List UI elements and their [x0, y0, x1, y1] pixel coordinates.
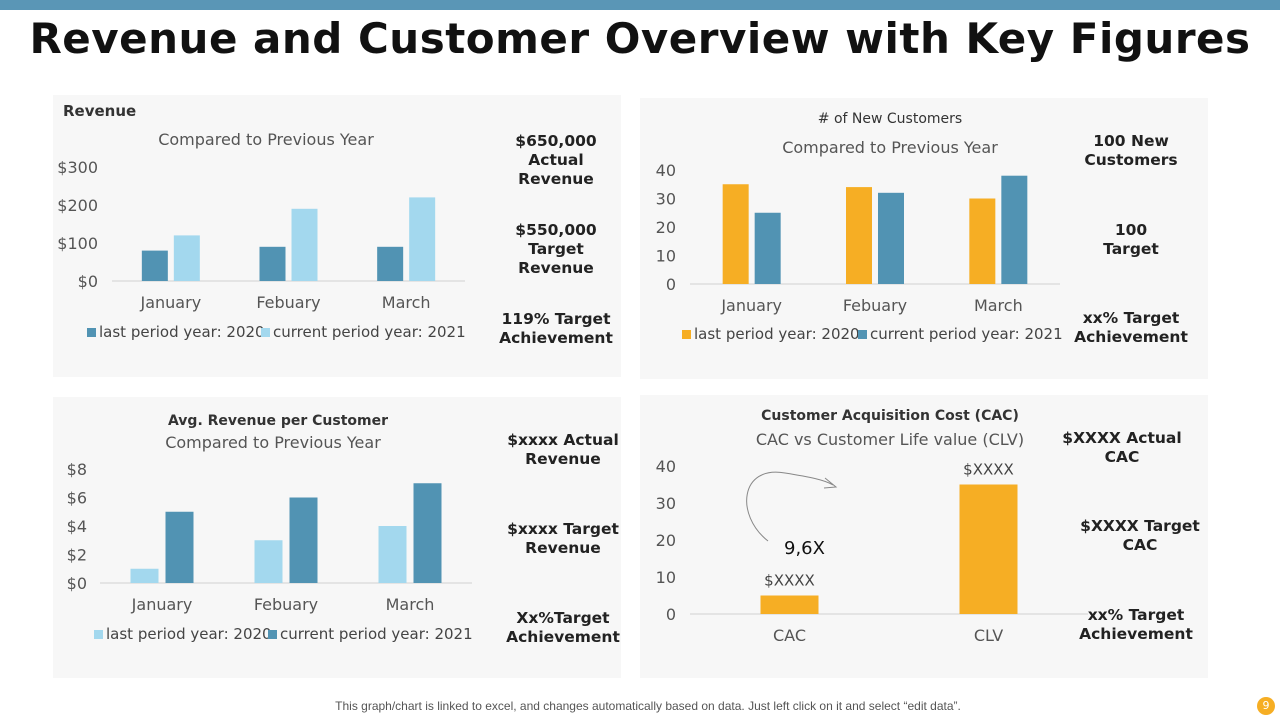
key-figure-target: 100 Target	[1103, 221, 1159, 258]
y-tick-label: $6	[67, 489, 87, 508]
legend-label: current period year: 2021	[280, 625, 473, 643]
x-tick-label: January	[131, 595, 193, 614]
legend-label: last period year: 2020	[106, 625, 272, 643]
x-tick-label: CAC	[773, 626, 806, 645]
y-tick-label: 20	[656, 218, 676, 237]
curved-arrow	[746, 471, 834, 542]
key-figure-actual-cac: $XXXX Actual CAC	[1062, 429, 1182, 466]
key-figure-target-achievement: xx% Target Achievement	[1074, 309, 1188, 346]
y-tick-label: $8	[67, 460, 87, 479]
bar-january-series-1	[130, 568, 159, 583]
y-tick-label: $100	[57, 234, 98, 253]
new-customers-panel: # of New Customers Compared to Previous Y…	[640, 98, 1208, 379]
key-figure-target-cac: $XXXX Target CAC	[1080, 517, 1200, 554]
key-figure-target-achievement: Xx%Target Achievement	[506, 609, 620, 646]
avg-revenue-panel: Avg. Revenue per Customer Compared to Pre…	[53, 397, 621, 678]
bar-january-series-2	[173, 235, 200, 281]
bar-january-series-2	[165, 511, 194, 583]
cac-panel: Customer Acquisition Cost (CAC) CAC vs Cu…	[640, 395, 1208, 678]
x-tick-label: March	[974, 296, 1023, 315]
y-tick-label: $2	[67, 546, 87, 565]
bar-febuary-series-2	[878, 192, 904, 284]
y-tick-label: 0	[666, 605, 676, 624]
chart-heading: Revenue	[63, 102, 136, 120]
bar-cac-series-1	[760, 595, 819, 614]
x-tick-label: March	[386, 595, 435, 614]
legend-label: current period year: 2021	[273, 323, 466, 341]
key-figure-actual-revenue: $xxxx Actual Revenue	[507, 431, 619, 468]
legend-swatch	[87, 328, 96, 337]
y-tick-label: $300	[57, 158, 98, 177]
data-label: $XXXX	[764, 572, 815, 590]
key-figure-actual-revenue: $650,000 Actual Revenue	[515, 132, 597, 188]
chart-title: Compared to Previous Year	[165, 433, 381, 452]
key-figure-target-achievement: 119% Target Achievement	[499, 310, 613, 347]
bar-january-series-1	[141, 250, 168, 281]
y-tick-label: $4	[67, 517, 87, 536]
chart-heading: Customer Acquisition Cost (CAC)	[761, 408, 1019, 424]
top-accent-bar	[0, 0, 1280, 10]
legend-swatch	[261, 328, 270, 337]
x-tick-label: January	[720, 296, 782, 315]
y-tick-label: 10	[656, 568, 676, 587]
x-tick-label: January	[140, 293, 202, 312]
bar-march-series-1	[378, 526, 407, 583]
bar-january-series-2	[754, 212, 781, 284]
x-tick-label: CLV	[974, 626, 1003, 645]
chart-title: CAC vs Customer Life value (CLV)	[756, 430, 1024, 449]
x-tick-label: Febuary	[254, 595, 318, 614]
y-tick-label: 0	[666, 275, 676, 294]
chart-title: Compared to Previous Year	[158, 130, 374, 149]
data-label: $XXXX	[963, 461, 1014, 479]
bar-march-series-2	[1001, 175, 1028, 284]
y-tick-label: 20	[656, 531, 676, 550]
y-tick-label: 40	[656, 161, 676, 180]
chart-title: Compared to Previous Year	[782, 138, 998, 157]
bar-january-series-1	[722, 184, 749, 284]
bar-chart: Revenue Compared to Previous Year $0 $100 $2…	[57, 102, 466, 341]
bar-march-series-1	[969, 198, 996, 284]
bar-march-series-2	[409, 197, 436, 281]
y-tick-label: $0	[78, 272, 98, 291]
legend-swatch	[94, 630, 103, 639]
bar-chart: # of New Customers Compared to Previous Y…	[656, 111, 1063, 343]
key-figure-target-revenue: $550,000 Target Revenue	[515, 221, 597, 277]
bar-chart: Customer Acquisition Cost (CAC) CAC vs Cu…	[656, 408, 1088, 645]
y-tick-label: $0	[67, 574, 87, 593]
bar-febuary-series-1	[259, 246, 286, 281]
legend-swatch	[268, 630, 277, 639]
bar-chart: Avg. Revenue per Customer Compared to Pre…	[67, 413, 473, 643]
key-figure-new-customers: 100 New Customers	[1084, 132, 1178, 169]
page-number: 9	[1257, 697, 1275, 715]
bar-febuary-series-2	[289, 497, 318, 583]
key-figure-target-revenue: $xxxx Target Revenue	[507, 520, 619, 557]
x-tick-label: March	[382, 293, 431, 312]
chart-heading: # of New Customers	[818, 111, 962, 127]
x-tick-label: Febuary	[843, 296, 907, 315]
legend-label: current period year: 2021	[870, 325, 1063, 343]
ratio-annotation: 9,6X	[784, 538, 825, 559]
bar-febuary-series-1	[254, 540, 283, 583]
chart-heading: Avg. Revenue per Customer	[168, 413, 388, 429]
x-tick-label: Febuary	[256, 293, 320, 312]
bar-march-series-2	[413, 483, 442, 583]
y-tick-label: 30	[656, 190, 676, 209]
legend-label: last period year: 2020	[694, 325, 860, 343]
bar-febuary-series-2	[291, 208, 318, 281]
y-tick-label: 30	[656, 494, 676, 513]
revenue-panel: Revenue Compared to Previous Year $0 $100 $2…	[53, 95, 621, 377]
bar-febuary-series-1	[846, 187, 872, 284]
y-tick-label: $200	[57, 196, 98, 215]
arrow-head-icon	[823, 477, 838, 489]
legend-label: last period year: 2020	[99, 323, 265, 341]
footer-note: This graph/chart is linked to excel, and…	[335, 699, 961, 713]
legend-swatch	[682, 330, 691, 339]
y-tick-label: 40	[656, 457, 676, 476]
bar-march-series-1	[377, 246, 404, 281]
y-tick-label: 10	[656, 247, 676, 266]
legend-swatch	[858, 330, 867, 339]
page-title: Revenue and Customer Overview with Key F…	[29, 14, 1251, 63]
bar-clv-series-1	[959, 484, 1018, 614]
key-figure-target-achievement: xx% Target Achievement	[1079, 606, 1193, 643]
